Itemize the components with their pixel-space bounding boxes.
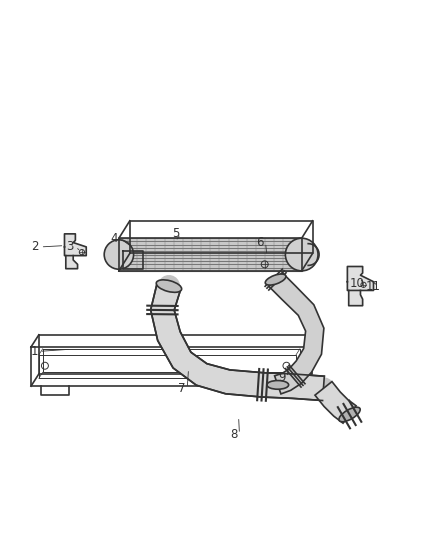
Circle shape (104, 240, 134, 269)
Text: 2: 2 (32, 240, 39, 253)
Polygon shape (64, 234, 86, 256)
Ellipse shape (339, 407, 360, 422)
Text: 6: 6 (257, 236, 264, 249)
Text: 8: 8 (230, 427, 238, 441)
Text: 4: 4 (111, 232, 118, 245)
Polygon shape (66, 256, 78, 269)
Ellipse shape (267, 381, 289, 389)
Polygon shape (347, 266, 374, 290)
Text: 11: 11 (366, 280, 381, 293)
Polygon shape (151, 283, 324, 400)
Polygon shape (315, 382, 356, 423)
Polygon shape (269, 273, 324, 394)
Ellipse shape (156, 280, 182, 292)
Polygon shape (349, 290, 363, 305)
Text: 9: 9 (279, 371, 286, 384)
Text: 7: 7 (178, 382, 186, 395)
Ellipse shape (265, 274, 286, 285)
Text: 5: 5 (172, 228, 179, 240)
Bar (119, 238, 302, 271)
Text: 3: 3 (67, 240, 74, 253)
Circle shape (286, 238, 318, 271)
Text: 1: 1 (30, 345, 38, 358)
Text: 10: 10 (350, 277, 365, 290)
